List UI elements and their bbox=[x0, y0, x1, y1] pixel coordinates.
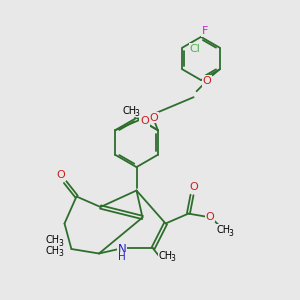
Text: O: O bbox=[56, 170, 65, 180]
Text: CH: CH bbox=[158, 251, 173, 261]
Text: CH: CH bbox=[122, 106, 136, 116]
Text: 3: 3 bbox=[58, 238, 63, 247]
Text: methoxy: methoxy bbox=[134, 116, 140, 118]
Text: 3: 3 bbox=[58, 249, 63, 258]
Text: O: O bbox=[140, 116, 149, 126]
Text: CH: CH bbox=[46, 235, 60, 245]
Text: 3: 3 bbox=[135, 110, 140, 118]
Text: methyl: methyl bbox=[135, 117, 140, 118]
Text: CH: CH bbox=[217, 225, 231, 235]
Text: 3: 3 bbox=[229, 229, 234, 238]
Text: Cl: Cl bbox=[190, 44, 200, 54]
Text: N: N bbox=[118, 243, 127, 256]
Text: CH: CH bbox=[46, 245, 60, 256]
Text: O: O bbox=[203, 76, 212, 86]
Text: O: O bbox=[206, 212, 214, 222]
Text: O: O bbox=[189, 182, 198, 192]
Text: methyl: methyl bbox=[128, 110, 133, 111]
Text: H: H bbox=[118, 252, 126, 262]
Text: F: F bbox=[202, 26, 209, 37]
Text: 3: 3 bbox=[171, 254, 176, 263]
Text: O: O bbox=[149, 112, 158, 123]
